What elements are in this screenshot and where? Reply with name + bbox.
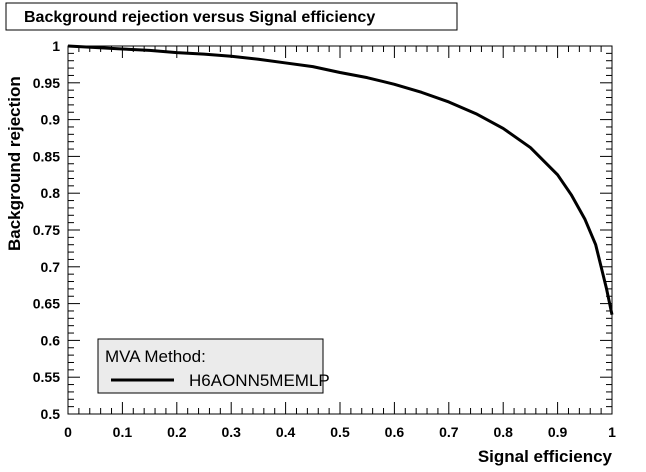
x-tick-label: 0.8 — [493, 424, 513, 440]
y-tick-label: 0.5 — [41, 406, 61, 422]
chart-title: Background rejection versus Signal effic… — [24, 9, 375, 26]
y-axis-tick-labels: 0.5 0.55 0.6 0.65 0.7 0.75 0.8 0.85 0.9 0.95 1 — [33, 38, 60, 422]
x-tick-label: 1 — [608, 424, 616, 440]
x-tick-label: 0.7 — [439, 424, 459, 440]
y-tick-label: 1 — [52, 38, 60, 54]
x-axis-tick-labels: 0 0.1 0.2 0.3 0.4 0.5 0.6 0.7 0.8 0.9 1 — [64, 424, 616, 440]
y-tick-label: 0.55 — [33, 369, 60, 385]
x-axis-label: Signal efficiency — [478, 447, 613, 466]
y-tick-label: 0.7 — [41, 259, 61, 275]
x-tick-label: 0.4 — [276, 424, 296, 440]
legend-box — [97, 338, 324, 394]
title-box — [5, 2, 458, 31]
legend: MVA Method: H6AONN5MEMLP — [97, 338, 330, 394]
legend-entry-h6aonn5memlp: H6AONN5MEMLP — [189, 371, 330, 390]
y-tick-label: 0.65 — [33, 296, 60, 312]
x-tick-label: 0.9 — [548, 424, 568, 440]
y-tick-label: 0.9 — [41, 112, 61, 128]
legend-header: MVA Method: — [105, 347, 206, 366]
x-tick-label: 0.6 — [385, 424, 405, 440]
y-axis-label: Background rejection — [5, 76, 24, 251]
y-tick-label: 0.6 — [41, 332, 61, 348]
x-tick-label: 0.2 — [167, 424, 187, 440]
x-tick-label: 0.3 — [221, 424, 241, 440]
y-tick-label: 0.85 — [33, 148, 60, 164]
x-tick-label: 0.5 — [330, 424, 350, 440]
y-tick-label: 0.8 — [41, 185, 61, 201]
y-axis-ticks — [68, 45, 612, 415]
series-line-h6aonn5memlp — [67, 44, 614, 315]
y-tick-label: 0.75 — [33, 222, 60, 238]
x-tick-label: 0 — [64, 424, 72, 440]
y-tick-label: 0.95 — [33, 75, 60, 91]
x-tick-label: 0.1 — [113, 424, 133, 440]
x-axis-ticks — [67, 46, 613, 414]
